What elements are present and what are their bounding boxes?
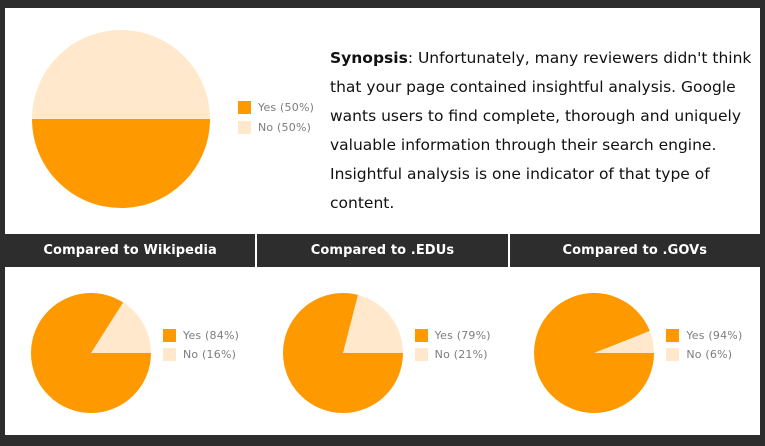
no-swatch [163,348,176,361]
overall-legend: Yes (50%) No (50%) [238,101,314,134]
legend-label-no: No (6%) [686,348,733,361]
yes-swatch [163,329,176,342]
legend-item-no: No (16%) [163,348,239,361]
legend-label-yes: Yes (84%) [183,329,240,342]
overall-section: Yes (50%) No (50%) Synopsis: Unfortunate… [5,8,760,234]
govs-pie-chart [534,293,655,413]
comparison-header-row: Compared to Wikipedia Compared to .EDUs … [5,234,760,267]
legend-label-no: No (50%) [258,121,312,134]
synopsis-body: : Unfortunately, many reviewers didn't t… [330,49,752,212]
wikipedia-legend: Yes (84%) No (16%) [163,329,239,361]
no-swatch [666,348,680,361]
edus-comparison-column: Yes (79%) No (21%) [257,267,509,435]
header-compared-to-wikipedia: Compared to Wikipedia [43,243,217,258]
legend-item-no: No (50%) [238,121,314,134]
overall-pie-chart [32,30,210,208]
legend-item-yes: Yes (84%) [163,329,239,342]
edus-pie-chart [282,293,403,413]
legend-item-no: No (6%) [666,348,742,361]
yes-swatch [238,101,251,114]
govs-legend: Yes (94%) No (6%) [666,329,742,361]
no-swatch [414,348,428,361]
legend-label-yes: Yes (79%) [434,329,491,342]
legend-item-yes: Yes (50%) [238,101,314,114]
synopsis-label: Synopsis [330,49,408,67]
legend-label-yes: Yes (94%) [686,329,743,342]
legend-label-no: No (16%) [183,348,237,361]
synopsis-text: Synopsis: Unfortunately, many reviewers … [330,44,754,218]
legend-label-no: No (21%) [434,348,488,361]
legend-item-no: No (21%) [414,348,491,361]
legend-item-yes: Yes (79%) [414,329,491,342]
govs-comparison-column: Yes (94%) No (6%) [508,267,760,435]
wikipedia-comparison-column: Yes (84%) No (16%) [5,267,257,435]
comparison-section: Yes (84%) No (16%) Yes (79%) No (21%) [5,267,760,435]
yes-swatch [414,329,428,342]
no-swatch [238,121,251,134]
legend-label-yes: Yes (50%) [258,101,315,114]
yes-swatch [666,329,680,342]
wikipedia-pie-chart [31,293,151,413]
header-compared-to-govs: Compared to .GOVs [507,234,760,267]
edus-legend: Yes (79%) No (21%) [414,329,491,361]
legend-item-yes: Yes (94%) [666,329,742,342]
header-compared-to-edus: Compared to .EDUs [255,234,507,267]
